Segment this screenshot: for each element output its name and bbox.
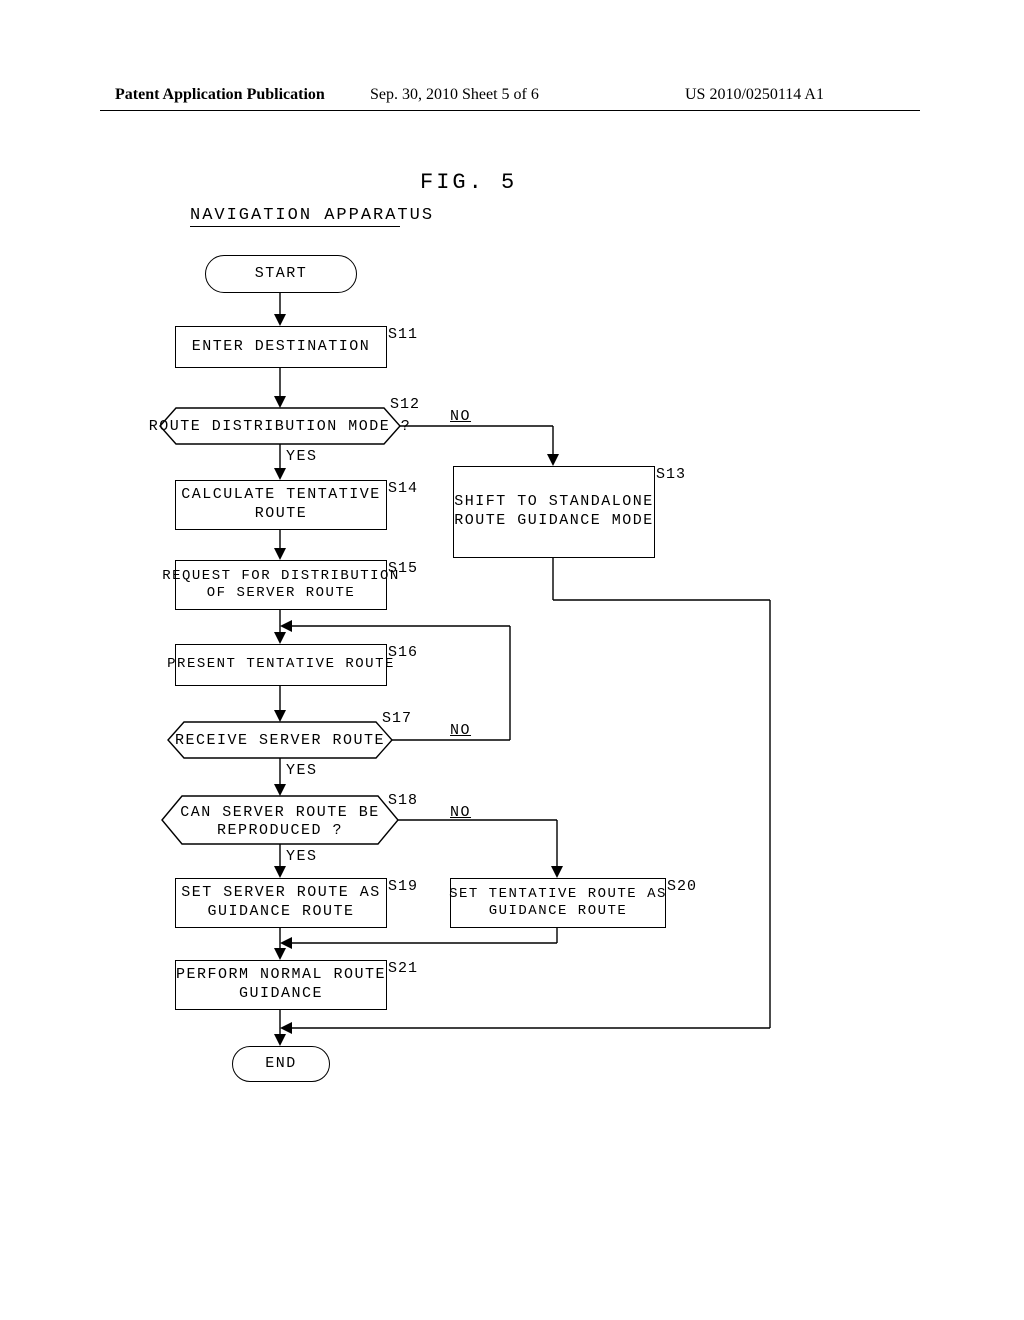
svg-text:CAN SERVER ROUTE BE: CAN SERVER ROUTE BE (180, 804, 380, 821)
flow-connectors (0, 0, 1024, 1320)
no-s12: NO (450, 408, 471, 425)
svg-text:REPRODUCED ?: REPRODUCED ? (217, 822, 343, 839)
no-s17: NO (450, 722, 471, 739)
label-s11: S11 (388, 326, 418, 343)
label-s18: S18 (388, 792, 418, 809)
step-s20: SET TENTATIVE ROUTE AS GUIDANCE ROUTE (450, 878, 666, 928)
flow-start: START (205, 255, 357, 293)
yes-s18: YES (286, 848, 318, 865)
label-s17: S17 (382, 710, 412, 727)
figure-title: FIG. 5 (420, 170, 517, 195)
subtitle-underline (190, 226, 400, 227)
label-s20: S20 (667, 878, 697, 895)
svg-text:ROUTE DISTRIBUTION MODE ?: ROUTE DISTRIBUTION MODE ? (149, 418, 412, 435)
step-s14: CALCULATE TENTATIVE ROUTE (175, 480, 387, 530)
header-right: US 2010/0250114 A1 (685, 86, 824, 104)
figure-subtitle: NAVIGATION APPARATUS (190, 206, 434, 225)
label-s13: S13 (656, 466, 686, 483)
step-s16: PRESENT TENTATIVE ROUTE (175, 644, 387, 686)
label-s16: S16 (388, 644, 418, 661)
yes-s17: YES (286, 762, 318, 779)
label-s14: S14 (388, 480, 418, 497)
svg-text:RECEIVE SERVER ROUTE: RECEIVE SERVER ROUTE (175, 732, 385, 749)
decision-s12: ROUTE DISTRIBUTION MODE ? (160, 408, 400, 444)
step-s13: SHIFT TO STANDALONE ROUTE GUIDANCE MODE (453, 466, 655, 558)
step-s11: ENTER DESTINATION (175, 326, 387, 368)
decision-s17: RECEIVE SERVER ROUTE (168, 722, 392, 758)
step-s19: SET SERVER ROUTE AS GUIDANCE ROUTE (175, 878, 387, 928)
no-s18: NO (450, 804, 471, 821)
label-s21: S21 (388, 960, 418, 977)
header-center: Sep. 30, 2010 Sheet 5 of 6 (370, 86, 539, 104)
label-s12: S12 (390, 396, 420, 413)
label-s15: S15 (388, 560, 418, 577)
step-s15: REQUEST FOR DISTRIBUTION OF SERVER ROUTE (175, 560, 387, 610)
header-rule (100, 110, 920, 111)
flow-end: END (232, 1046, 330, 1082)
step-s21: PERFORM NORMAL ROUTE GUIDANCE (175, 960, 387, 1010)
yes-s12: YES (286, 448, 318, 465)
decision-s18: CAN SERVER ROUTE BE REPRODUCED ? (162, 796, 398, 844)
header-left: Patent Application Publication (115, 86, 325, 104)
label-s19: S19 (388, 878, 418, 895)
